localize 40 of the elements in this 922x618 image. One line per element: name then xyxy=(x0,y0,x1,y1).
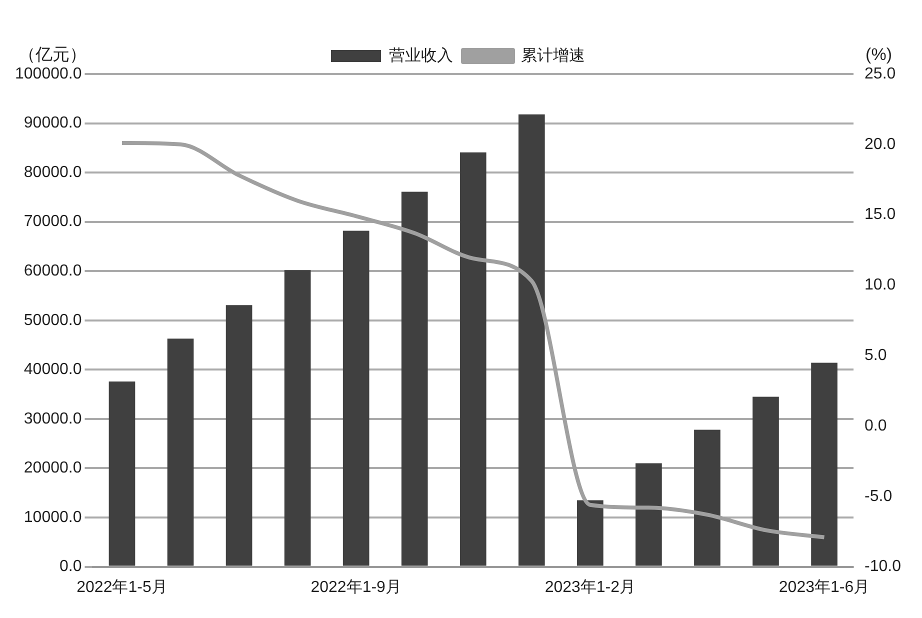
y-tick-label: 50000.0 xyxy=(24,312,82,329)
y2-tick-label: 0.0 xyxy=(864,417,887,434)
y-tick-label: 10000.0 xyxy=(24,508,82,526)
bar xyxy=(636,463,662,566)
y-tick-label: 30000.0 xyxy=(24,410,82,428)
bar xyxy=(342,230,370,566)
legend-label: 营业收入 xyxy=(389,46,453,64)
bar xyxy=(811,362,838,566)
y-tick-label: 0.0 xyxy=(59,558,82,576)
y2-tick-label: 15.0 xyxy=(864,206,896,224)
bar xyxy=(752,396,779,566)
x-tick-label: 2022年1-5月 xyxy=(76,578,168,596)
x-tick-label: 2023年1-6月 xyxy=(778,578,870,596)
y2-tick-label: -10.0 xyxy=(864,558,902,576)
x-tick-label: 2023年1-2月 xyxy=(544,578,636,596)
bar xyxy=(518,114,545,566)
y2-tick-label: 5.0 xyxy=(864,347,887,364)
y-tick-label: 20000.0 xyxy=(24,460,82,477)
y-tick-label: 100000.0 xyxy=(15,65,82,82)
legend-label: 累计增速 xyxy=(521,46,585,64)
bar xyxy=(167,338,194,566)
y-tick-label: 90000.0 xyxy=(24,114,82,132)
y2-tick-label: -5.0 xyxy=(864,488,892,505)
y2-tick-label: 25.0 xyxy=(864,65,896,82)
bar xyxy=(401,192,428,566)
bar xyxy=(694,430,720,566)
y-tick-label: 80000.0 xyxy=(24,164,82,181)
bar xyxy=(284,270,311,566)
bar xyxy=(226,305,252,566)
x-tick-label: 2022年1-9月 xyxy=(310,578,402,596)
bar xyxy=(108,382,136,566)
bar xyxy=(577,500,604,566)
y2-axis-title: (%) xyxy=(866,45,892,64)
y-tick-label: 70000.0 xyxy=(24,213,82,230)
y2-tick-label: 20.0 xyxy=(864,136,896,153)
y-tick-label: 60000.0 xyxy=(24,262,82,280)
y-tick-label: 40000.0 xyxy=(24,361,82,378)
bar xyxy=(460,152,486,566)
y2-tick-label: 10.0 xyxy=(864,276,896,294)
y-axis-title: （亿元） xyxy=(18,45,86,64)
